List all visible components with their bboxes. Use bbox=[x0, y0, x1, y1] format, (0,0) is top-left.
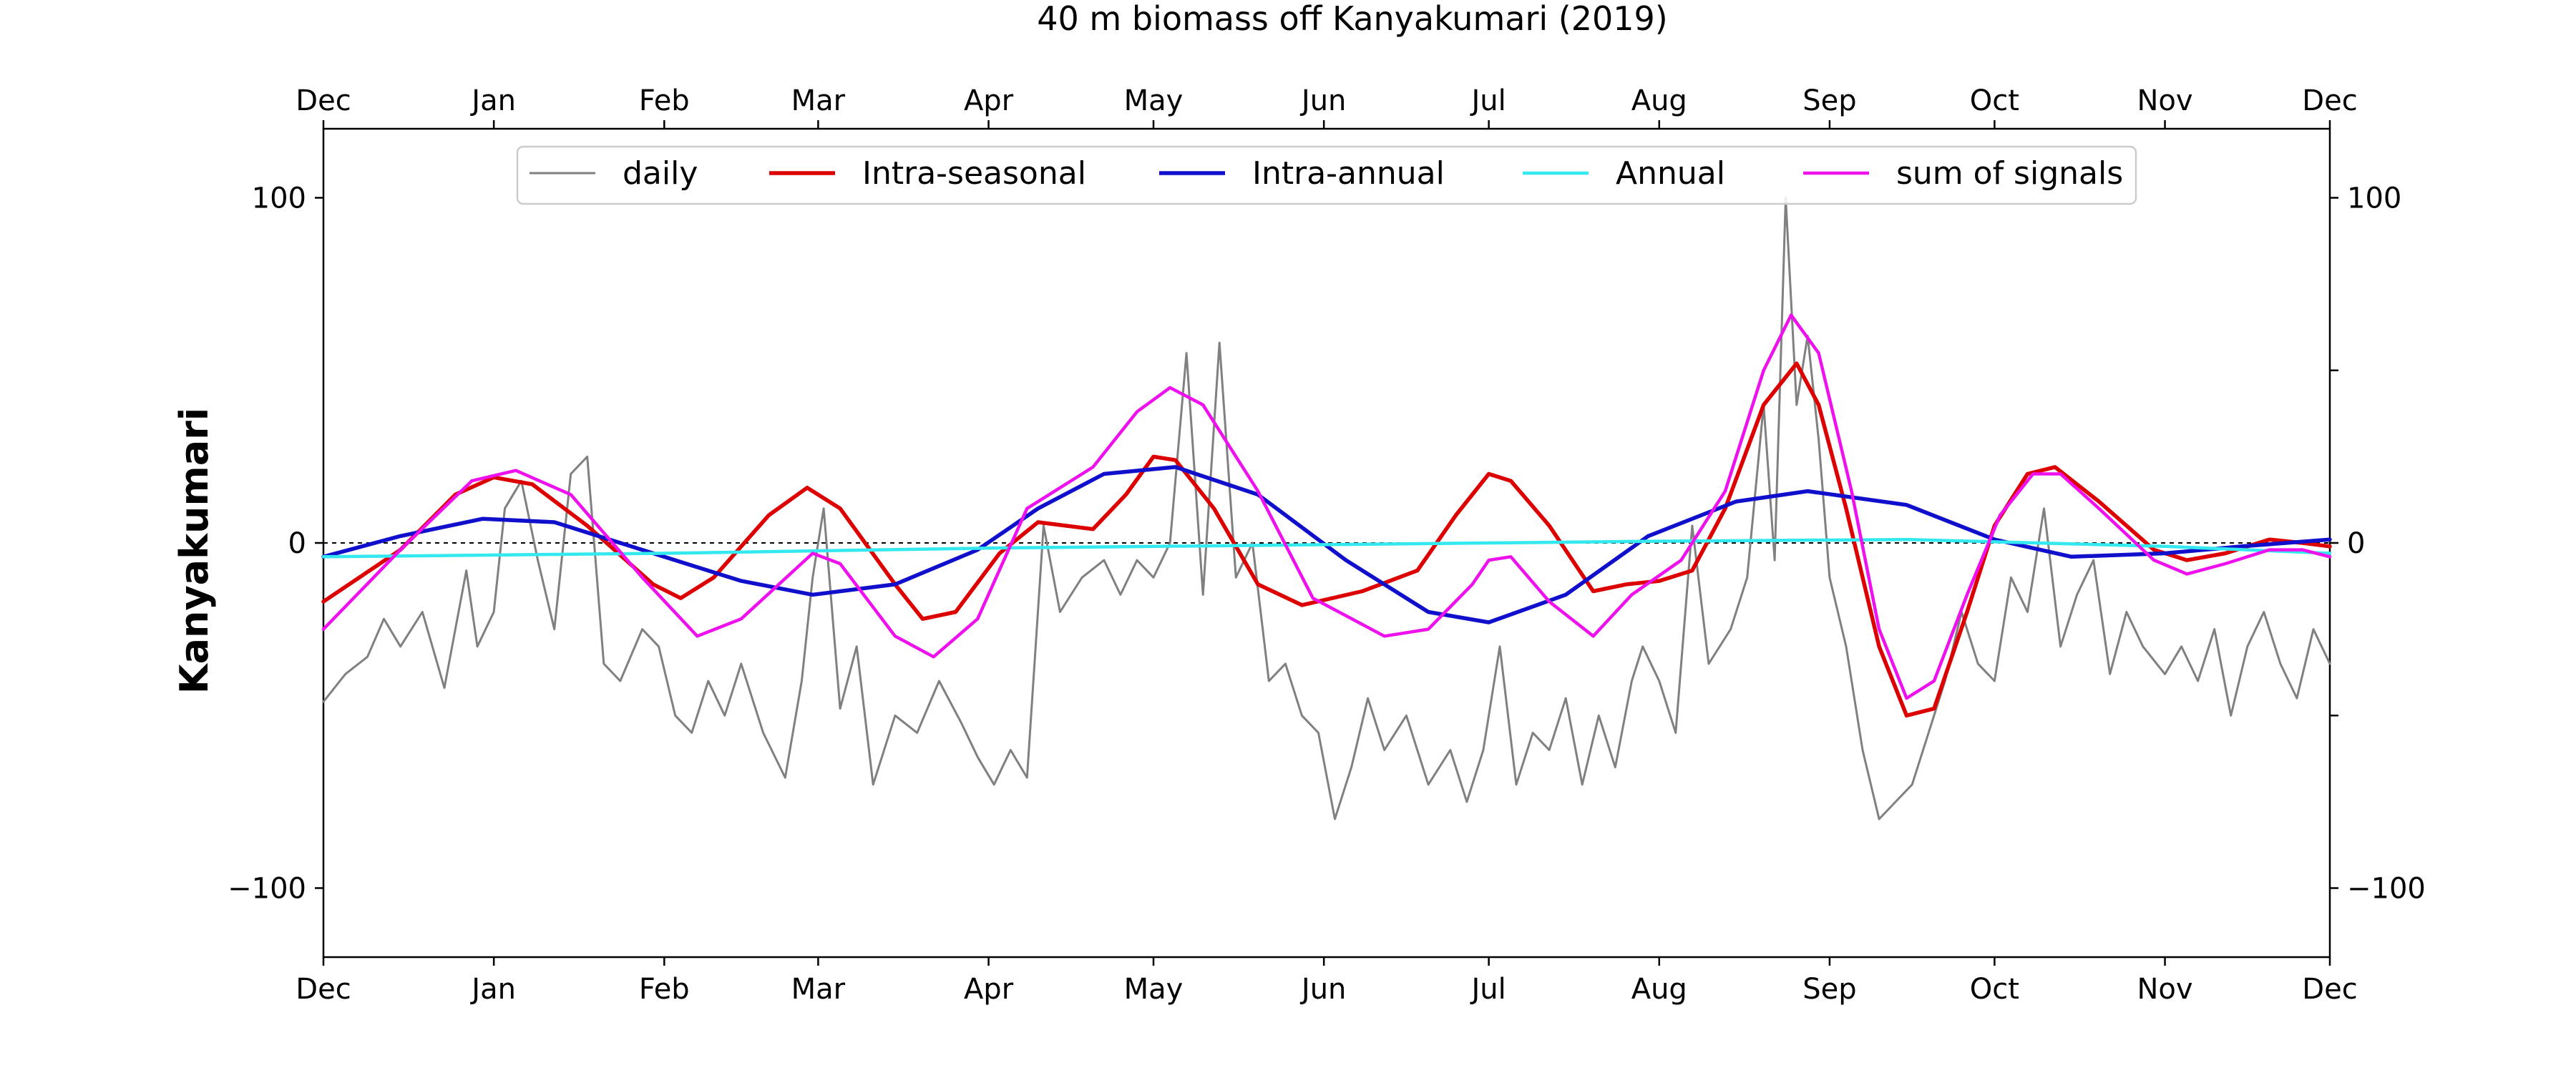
x-tick-label-top: Dec bbox=[296, 84, 351, 117]
legend: daily Intra-seasonal Intra-annual Annual sum… bbox=[516, 145, 2137, 205]
x-tick-label-top: Aug bbox=[1631, 84, 1687, 117]
x-tick-label-top: Feb bbox=[639, 84, 690, 117]
legend-label-0: daily bbox=[623, 155, 698, 192]
series-line-2 bbox=[321, 465, 2332, 624]
x-tick-label-bottom: Jun bbox=[1299, 973, 1347, 1006]
legend-label-1: Intra-seasonal bbox=[862, 155, 1086, 192]
x-tick-label-bottom: Apr bbox=[964, 973, 1014, 1006]
x-tick-label-top: Jan bbox=[469, 84, 516, 117]
series-line-3 bbox=[321, 537, 2332, 559]
y-tick-label-right: 100 bbox=[2347, 182, 2401, 215]
x-tick-label-bottom: Feb bbox=[639, 973, 690, 1006]
y-tick-label-right: −100 bbox=[2347, 873, 2426, 906]
series-layer bbox=[321, 197, 2332, 820]
x-tick-label-top: Dec bbox=[2302, 84, 2357, 117]
x-tick-label-top: May bbox=[1124, 84, 1184, 117]
x-tick-label-top: Jul bbox=[1469, 84, 1506, 117]
x-tick-label-bottom: Oct bbox=[1970, 973, 2019, 1006]
x-tick-label-bottom: Jul bbox=[1469, 973, 1506, 1006]
x-tick-label-bottom: Sep bbox=[1802, 973, 1856, 1006]
x-tick-label-top: Mar bbox=[791, 84, 846, 117]
y-axis-label: Kanyakumari bbox=[172, 408, 217, 695]
legend-label-4: sum of signals bbox=[1896, 155, 2123, 192]
x-tick-label-bottom: Dec bbox=[2302, 973, 2357, 1006]
legend-label-3: Annual bbox=[1616, 155, 1725, 192]
y-tick-label-left: 0 bbox=[288, 527, 306, 560]
x-tick-label-bottom: Jan bbox=[469, 973, 516, 1006]
legend-label-2: Intra-annual bbox=[1252, 155, 1445, 192]
axes: Dec Dec Jan Jan Feb Feb Mar Mar Apr Apr May May Jun J… bbox=[228, 84, 2426, 1006]
legend-box bbox=[516, 145, 2137, 205]
x-tick-label-bottom: Nov bbox=[2137, 973, 2192, 1006]
chart-title: 40 m biomass off Kanyakumari (2019) bbox=[1037, 0, 1667, 38]
x-tick-label-bottom: May bbox=[1124, 973, 1184, 1006]
x-tick-label-top: Nov bbox=[2137, 84, 2192, 117]
series-line-1 bbox=[321, 361, 2332, 718]
x-tick-label-top: Oct bbox=[1970, 84, 2019, 117]
x-tick-label-bottom: Aug bbox=[1631, 973, 1687, 1006]
plot-frame bbox=[322, 127, 2331, 959]
y-tick-label-left: −100 bbox=[228, 873, 306, 906]
x-tick-label-bottom: Dec bbox=[296, 973, 351, 1006]
x-tick-label-top: Jun bbox=[1299, 84, 1347, 117]
y-tick-label-right: 0 bbox=[2347, 527, 2365, 560]
x-tick-label-top: Apr bbox=[964, 84, 1014, 117]
series-line-0 bbox=[322, 197, 2331, 820]
x-tick-label-top: Sep bbox=[1802, 84, 1856, 117]
y-tick-label-left: 100 bbox=[252, 182, 306, 215]
series-line-4 bbox=[321, 313, 2332, 700]
x-tick-label-bottom: Mar bbox=[791, 973, 846, 1006]
